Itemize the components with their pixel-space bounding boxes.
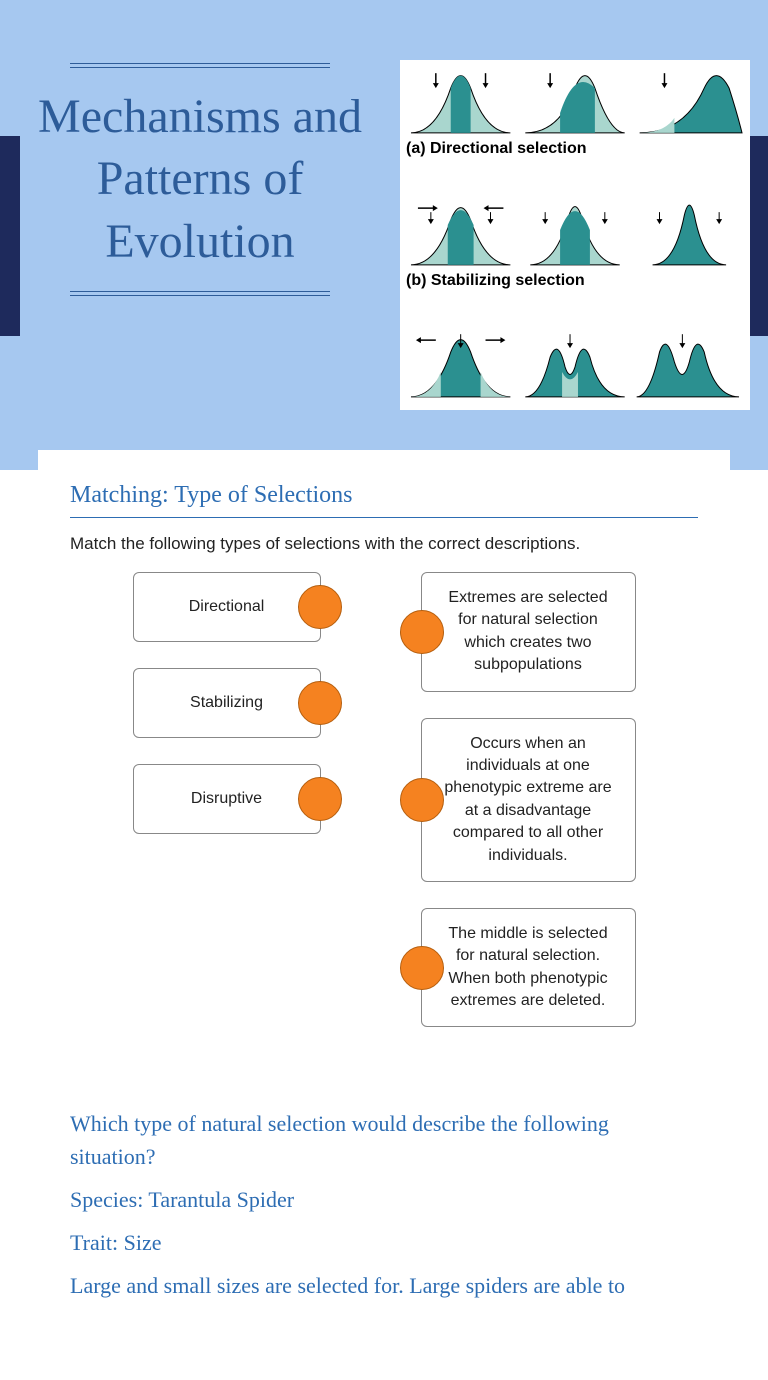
question-species: Species: Tarantula Spider [70, 1183, 698, 1216]
header-content: Mechanisms and Patterns of Evolution [0, 0, 768, 410]
match-definition-label: Extremes are selected for natural select… [438, 587, 619, 677]
matching-area: Directional Stabilizing Disruptive Extre… [70, 572, 698, 1027]
matching-heading: Matching: Type of Selections [70, 482, 698, 509]
match-term-stabilizing[interactable]: Stabilizing [133, 668, 321, 738]
match-definition-3[interactable]: The middle is selected for natural selec… [421, 908, 636, 1028]
directional-curves-icon [406, 68, 744, 138]
selection-diagram-panel: (a) Directional selection [400, 60, 750, 410]
match-definition-2[interactable]: Occurs when an individuals at one phenot… [421, 718, 636, 882]
diagram-row-disruptive [406, 332, 744, 402]
header-background: Mechanisms and Patterns of Evolution [0, 0, 768, 470]
disruptive-curves-icon [406, 332, 744, 402]
match-term-label: Disruptive [191, 788, 262, 810]
connector-dot-icon[interactable] [298, 585, 342, 629]
page-title: Mechanisms and Patterns of Evolution [10, 86, 390, 273]
heading-underline [70, 517, 698, 518]
match-term-label: Stabilizing [190, 692, 263, 714]
question-block: Which type of natural selection would de… [70, 1107, 698, 1302]
connector-dot-icon[interactable] [400, 778, 444, 822]
match-definition-label: Occurs when an individuals at one phenot… [438, 733, 619, 867]
diagram-label-a: (a) Directional selection [406, 140, 744, 158]
connector-dot-icon[interactable] [298, 777, 342, 821]
matching-left-column: Directional Stabilizing Disruptive [133, 572, 321, 1027]
connector-dot-icon[interactable] [400, 946, 444, 990]
title-top-rules [70, 63, 330, 68]
title-bottom-rules [70, 291, 330, 296]
matching-instructions: Match the following types of selections … [70, 534, 698, 554]
match-definition-label: The middle is selected for natural selec… [438, 923, 619, 1013]
title-block: Mechanisms and Patterns of Evolution [0, 60, 400, 299]
matching-right-column: Extremes are selected for natural select… [421, 572, 636, 1027]
stabilizing-curves-icon [406, 200, 744, 270]
question-trait: Trait: Size [70, 1226, 698, 1259]
connector-dot-icon[interactable] [400, 610, 444, 654]
match-term-disruptive[interactable]: Disruptive [133, 764, 321, 834]
diagram-row-directional: (a) Directional selection [406, 68, 744, 158]
diagram-row-stabilizing: (b) Stabilizing selection [406, 200, 744, 290]
question-prompt: Which type of natural selection would de… [70, 1107, 698, 1173]
match-term-label: Directional [189, 596, 265, 618]
diagram-label-b: (b) Stabilizing selection [406, 272, 744, 290]
match-definition-1[interactable]: Extremes are selected for natural select… [421, 572, 636, 692]
question-detail: Large and small sizes are selected for. … [70, 1269, 698, 1302]
match-term-directional[interactable]: Directional [133, 572, 321, 642]
content-card: Matching: Type of Selections Match the f… [38, 450, 730, 1302]
connector-dot-icon[interactable] [298, 681, 342, 725]
